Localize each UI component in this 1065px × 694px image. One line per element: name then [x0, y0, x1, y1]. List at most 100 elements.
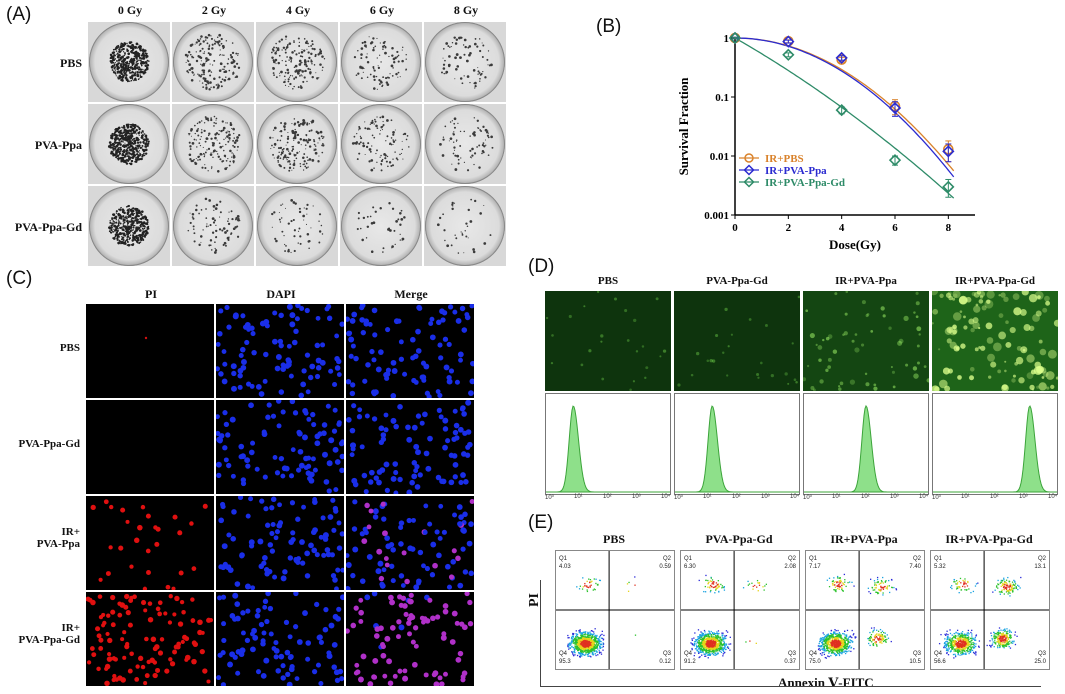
colony-dish-tile [88, 104, 170, 184]
y-tick-label: 0.001 [704, 210, 729, 222]
colony-dish-tile [172, 22, 254, 102]
staining-image [346, 304, 474, 398]
quadrant-name: Q2 [913, 556, 922, 562]
quadrant-percentage: 25.0 [1034, 659, 1046, 665]
quadrant-name: Q3 [788, 651, 797, 657]
flow-column-header: IR+PVA-Ppa [830, 532, 898, 546]
quadrant-name: Q2 [663, 556, 672, 562]
quadrant-name: Q1 [684, 556, 693, 562]
histogram-axis-tick: 10¹ [574, 494, 583, 500]
quadrant-percentage: 7.17 [809, 564, 821, 570]
petri-dish [89, 22, 169, 102]
colony-dish-tile [256, 104, 338, 184]
ros-histogram [545, 393, 671, 495]
data-point [942, 180, 955, 193]
x-tick-label: 6 [892, 222, 898, 234]
petri-dish [257, 22, 337, 102]
staining-row-label: IR+ PVA-Ppa-Gd [18, 622, 80, 646]
petri-dish [89, 104, 169, 184]
quadrant-percentage: 4.03 [559, 564, 571, 570]
x-tick-label: 8 [946, 222, 952, 234]
histogram-axis-tick: 10⁴ [661, 494, 671, 500]
histogram-axis-tick: 10⁰ [545, 495, 555, 501]
ros-column-header: IR+PVA-Ppa [835, 275, 897, 287]
quadrant-name: Q2 [788, 556, 797, 562]
quadrant-percentage: 7.40 [909, 564, 921, 570]
y-axis-title: Survival Fraction [676, 77, 691, 176]
quadrant-percentage: 13.1 [1034, 564, 1046, 570]
quadrant-percentage: 6.30 [684, 564, 696, 570]
quadrant-name: Q1 [934, 556, 943, 562]
legend-marker [743, 164, 755, 176]
staining-row-label: PVA-Ppa-Gd [18, 438, 80, 450]
petri-dish [341, 186, 421, 266]
quadrant-percentage: 5.32 [934, 564, 946, 570]
x-axis-title: Dose(Gy) [829, 237, 881, 252]
staining-column-header: PI [145, 287, 157, 301]
staining-column-header: DAPI [266, 287, 296, 301]
colony-dish-tile [256, 22, 338, 102]
fit-curve [735, 37, 955, 178]
petri-dish [341, 22, 421, 102]
histogram-axis-tick: 10² [732, 494, 741, 500]
petri-dish [89, 186, 169, 266]
ros-fluorescence-image [932, 291, 1058, 391]
petri-dish [257, 104, 337, 184]
quadrant-name: Q4 [934, 651, 943, 657]
panel-e-label: (E) [528, 512, 554, 533]
data-point [782, 35, 795, 48]
staining-image [86, 496, 214, 590]
quadrant-name: Q3 [913, 651, 922, 657]
petri-dish [425, 22, 505, 102]
flow-cytometry-plot: Q1 6.30 Q2 2.08 Q4 91.2 Q3 0.37 [680, 550, 800, 670]
data-point [836, 54, 847, 65]
y-tick-label: 0.01 [710, 151, 729, 163]
quadrant-percentage: 10.5 [909, 659, 921, 665]
data-point [942, 145, 955, 158]
colony-row-label: PVA-Ppa-Gd [14, 220, 82, 234]
colony-dish-tile [88, 22, 170, 102]
ros-column-header: IR+PVA-Ppa-Gd [954, 275, 1036, 287]
histogram-axis-tick: 10⁰ [674, 495, 684, 501]
ros-column-header: PBS [597, 275, 619, 287]
staining-image [216, 304, 344, 398]
ros-fluorescence-image [545, 291, 671, 391]
flow-cytometry-plot: Q1 5.32 Q2 13.1 Q4 56.6 Q3 25.0 [930, 550, 1050, 670]
staining-row-label: IR+ PVA-Ppa [36, 526, 80, 550]
histogram-axis-tick: 10⁰ [803, 495, 813, 501]
colony-dish-tile [340, 104, 422, 184]
quadrant-percentage: 91.2 [684, 659, 696, 665]
quadrant-name: Q4 [559, 651, 568, 657]
quadrant-percentage: 0.37 [784, 659, 796, 665]
colony-row-label: PBS [59, 56, 82, 70]
histogram-axis-tick: 10³ [632, 494, 641, 500]
histogram-axis-tick: 10⁰ [932, 495, 942, 501]
dose-header: 8 Gy [453, 3, 479, 17]
ros-histogram [803, 393, 929, 495]
colony-dish-tile [424, 186, 506, 266]
legend-label: IR+PBS [765, 153, 804, 165]
histogram-axis-tick: 10¹ [961, 494, 970, 500]
survival-fraction-chart: 0 2 4 6 8 1 0.1 0.01 0.001 Dose(Gy) Survival Fract… [676, 31, 975, 252]
x-tick-label: 2 [786, 222, 792, 234]
fit-curve [734, 37, 955, 199]
ros-fluorescence-image [803, 291, 929, 391]
legend-marker [743, 176, 755, 188]
data-point [782, 48, 795, 61]
quadrant-percentage: 56.6 [934, 659, 946, 665]
data-point [835, 103, 848, 117]
histogram-axis-tick: 10³ [761, 494, 770, 500]
ros-histogram [932, 393, 1058, 495]
panel-d-label: (D) [528, 256, 555, 277]
staining-image [216, 496, 344, 590]
dose-header: 0 Gy [117, 3, 143, 17]
petri-dish [173, 186, 253, 266]
histogram-axis-tick: 10⁴ [790, 494, 800, 500]
petri-dish [425, 186, 505, 266]
histogram-axis-tick: 10⁴ [919, 494, 929, 500]
histogram-axis-tick: 10³ [890, 494, 899, 500]
staining-image [346, 400, 474, 494]
flow-cytometry-plot: Q1 4.03 Q2 0.59 Q4 95.3 Q3 0.12 [555, 550, 675, 670]
colony-dish-tile [424, 22, 506, 102]
panel-b-label: (B) [596, 16, 622, 37]
